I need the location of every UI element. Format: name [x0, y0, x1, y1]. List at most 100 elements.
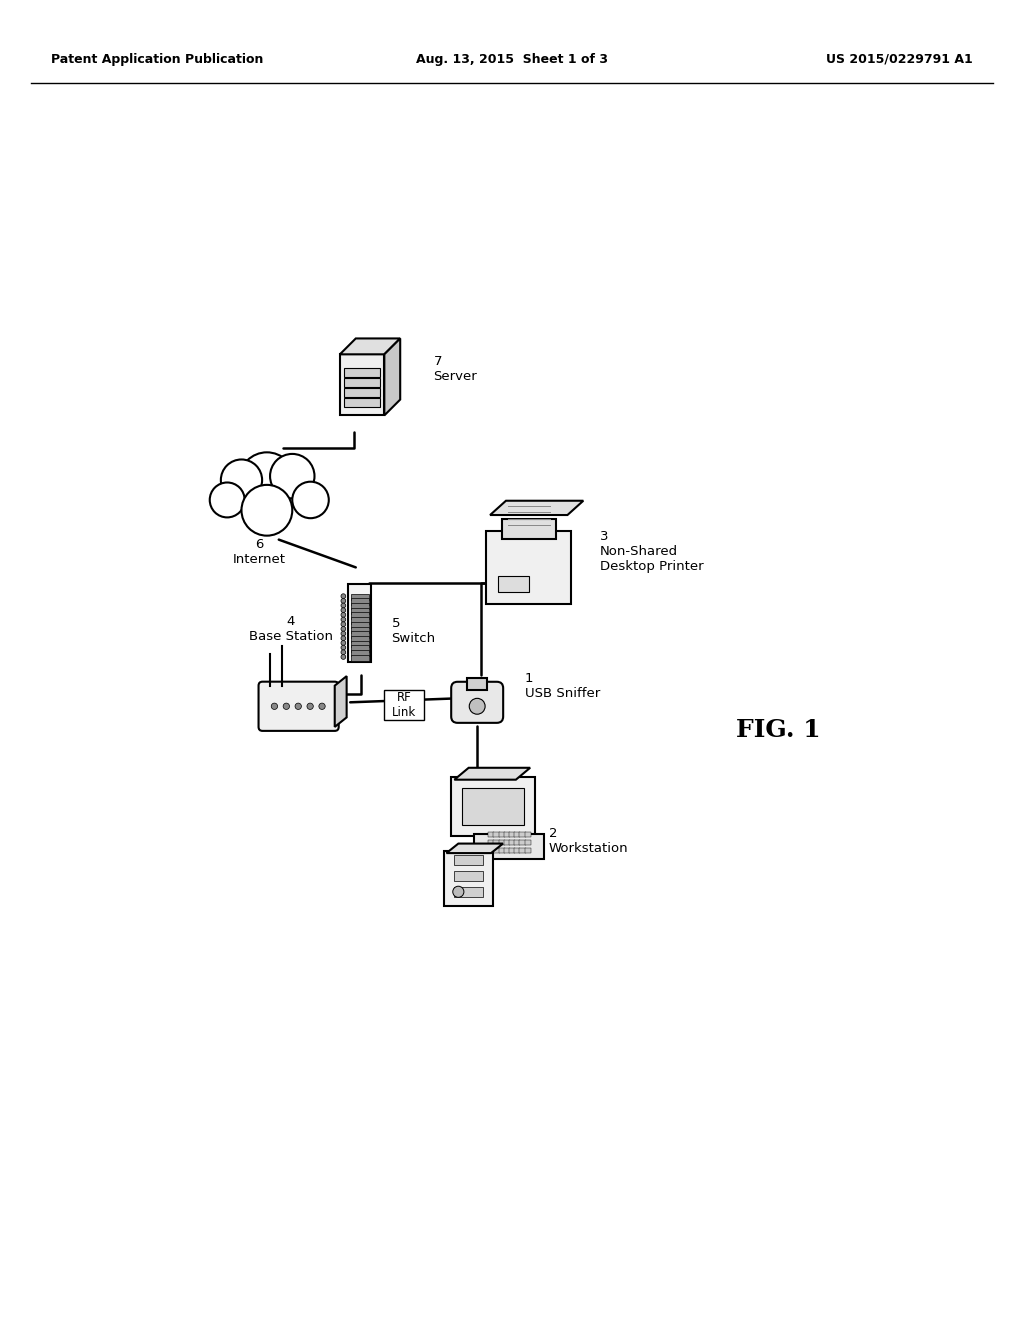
Circle shape: [295, 704, 301, 709]
FancyBboxPatch shape: [258, 681, 339, 731]
Bar: [524, 832, 530, 837]
Text: 6
Internet: 6 Internet: [232, 537, 286, 565]
Bar: [504, 840, 510, 845]
Circle shape: [341, 618, 346, 622]
Bar: [499, 847, 505, 853]
Polygon shape: [455, 768, 530, 780]
Bar: [514, 847, 520, 853]
Bar: [350, 598, 369, 605]
Circle shape: [341, 603, 346, 609]
Bar: [524, 847, 530, 853]
Circle shape: [270, 454, 314, 499]
Text: Aug. 13, 2015  Sheet 1 of 3: Aug. 13, 2015 Sheet 1 of 3: [416, 53, 608, 66]
Text: US 2015/0229791 A1: US 2015/0229791 A1: [826, 53, 973, 66]
Polygon shape: [490, 500, 584, 515]
Text: Patent Application Publication: Patent Application Publication: [51, 53, 263, 66]
Bar: [519, 840, 525, 845]
Circle shape: [292, 482, 329, 519]
Bar: [519, 847, 525, 853]
Bar: [494, 832, 500, 837]
Polygon shape: [340, 338, 400, 354]
Bar: [462, 788, 524, 825]
Text: 2
Workstation: 2 Workstation: [549, 828, 629, 855]
Polygon shape: [335, 676, 347, 727]
Bar: [467, 678, 487, 690]
Circle shape: [341, 607, 346, 612]
Bar: [494, 847, 500, 853]
Bar: [344, 388, 380, 397]
Text: 3
Non-Shared
Desktop Printer: 3 Non-Shared Desktop Printer: [600, 531, 703, 573]
Bar: [344, 378, 380, 387]
Bar: [499, 840, 505, 845]
Bar: [350, 627, 369, 632]
Bar: [350, 636, 369, 643]
FancyBboxPatch shape: [452, 776, 535, 837]
Circle shape: [318, 704, 326, 709]
Circle shape: [221, 459, 262, 500]
Bar: [350, 640, 369, 647]
FancyBboxPatch shape: [486, 531, 571, 605]
Circle shape: [453, 886, 464, 898]
FancyBboxPatch shape: [444, 850, 494, 906]
Bar: [384, 689, 424, 719]
Bar: [350, 607, 369, 614]
Circle shape: [239, 453, 295, 508]
Bar: [509, 832, 515, 837]
Polygon shape: [384, 338, 400, 416]
Polygon shape: [446, 843, 503, 853]
Bar: [519, 832, 525, 837]
Bar: [498, 576, 529, 593]
Circle shape: [341, 594, 346, 598]
Bar: [509, 840, 515, 845]
Bar: [504, 847, 510, 853]
Bar: [499, 832, 505, 837]
Circle shape: [341, 598, 346, 603]
Bar: [504, 832, 510, 837]
Circle shape: [341, 612, 346, 618]
Text: 4
Base Station: 4 Base Station: [249, 615, 333, 643]
Bar: [524, 840, 530, 845]
Bar: [350, 594, 369, 601]
Bar: [488, 840, 495, 845]
Bar: [350, 618, 369, 623]
Bar: [350, 645, 369, 652]
Text: 1
USB Sniffer: 1 USB Sniffer: [524, 672, 600, 701]
Circle shape: [284, 704, 290, 709]
Circle shape: [341, 645, 346, 649]
Bar: [350, 649, 369, 656]
Circle shape: [341, 631, 346, 636]
Bar: [350, 655, 369, 661]
Circle shape: [341, 640, 346, 645]
Bar: [348, 585, 372, 661]
Bar: [488, 847, 495, 853]
FancyBboxPatch shape: [452, 681, 503, 723]
Circle shape: [307, 704, 313, 709]
Bar: [455, 871, 483, 880]
Bar: [350, 612, 369, 619]
FancyBboxPatch shape: [474, 834, 544, 859]
Circle shape: [341, 622, 346, 627]
Bar: [455, 887, 483, 896]
Circle shape: [242, 484, 292, 536]
FancyBboxPatch shape: [340, 354, 384, 416]
Circle shape: [341, 655, 346, 660]
Text: 7
Server: 7 Server: [433, 355, 477, 383]
Bar: [494, 840, 500, 845]
Text: RF
Link: RF Link: [391, 690, 416, 718]
Circle shape: [341, 649, 346, 655]
Bar: [344, 397, 380, 408]
Bar: [455, 855, 483, 865]
Circle shape: [341, 627, 346, 631]
Bar: [514, 832, 520, 837]
Bar: [502, 519, 556, 539]
Circle shape: [271, 704, 278, 709]
Bar: [514, 840, 520, 845]
Bar: [488, 832, 495, 837]
Circle shape: [469, 698, 485, 714]
Bar: [350, 603, 369, 610]
Bar: [344, 368, 380, 378]
Bar: [350, 622, 369, 628]
Circle shape: [341, 636, 346, 640]
Bar: [350, 631, 369, 638]
Text: FIG. 1: FIG. 1: [736, 718, 821, 742]
